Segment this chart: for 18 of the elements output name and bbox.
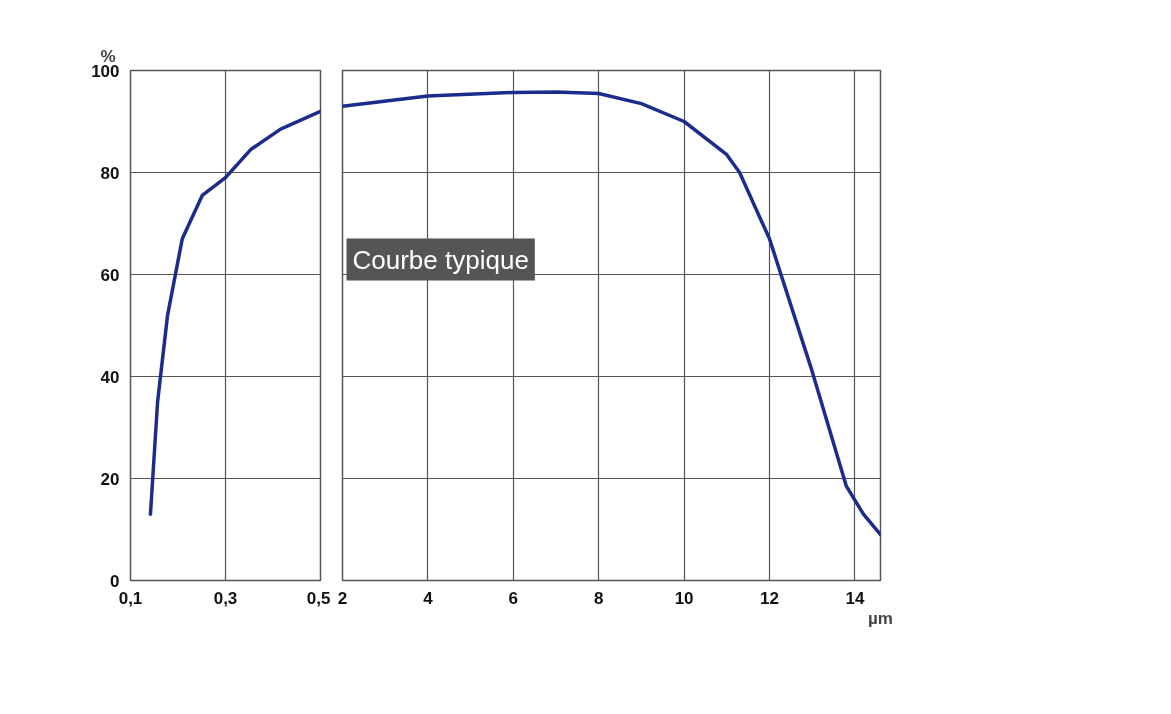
x-tick-label: 0,5 xyxy=(306,588,331,608)
y-tick-label: 40 xyxy=(100,367,120,387)
x-axis-title: µm xyxy=(868,608,893,628)
x-tick-label: 2 xyxy=(337,588,348,608)
x-tick-label: 14 xyxy=(845,588,865,608)
x-tick-label: 6 xyxy=(508,588,519,608)
line-series xyxy=(148,109,321,516)
y-tick-label: 80 xyxy=(100,163,120,183)
x-tick-label: 8 xyxy=(593,588,604,608)
x-tick-label: 10 xyxy=(674,588,694,608)
y-tick-label: 20 xyxy=(100,469,120,489)
x-tick-label: 4 xyxy=(423,588,434,608)
x-tick-label: 0,1 xyxy=(118,588,143,608)
annotation: Courbe typique xyxy=(352,244,529,275)
x-tick-label: 0,3 xyxy=(213,588,238,608)
x-tick-label: 12 xyxy=(760,588,779,608)
y-tick-label: 60 xyxy=(100,265,120,285)
y-tick-label: 0 xyxy=(110,571,120,591)
